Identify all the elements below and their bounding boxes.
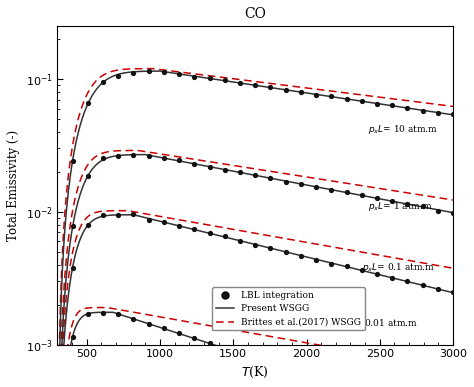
Y-axis label: Total Emissivity (-): Total Emissivity (-): [7, 130, 20, 241]
Text: $p_x L$= 1 atm.m: $p_x L$= 1 atm.m: [368, 200, 432, 213]
Text: $p_x L$= 0.01 atm.m: $p_x L$= 0.01 atm.m: [339, 317, 418, 330]
Legend: LBL integration, Present WSGG, Brittes et al.(2017) WSGG: LBL integration, Present WSGG, Brittes e…: [212, 287, 365, 330]
Text: $p_x L$= 10 atm.m: $p_x L$= 10 atm.m: [368, 123, 438, 135]
X-axis label: $T$(K): $T$(K): [241, 365, 269, 380]
Title: CO: CO: [244, 7, 266, 21]
Text: $p_x L$= 0.1 atm.m: $p_x L$= 0.1 atm.m: [362, 261, 435, 274]
